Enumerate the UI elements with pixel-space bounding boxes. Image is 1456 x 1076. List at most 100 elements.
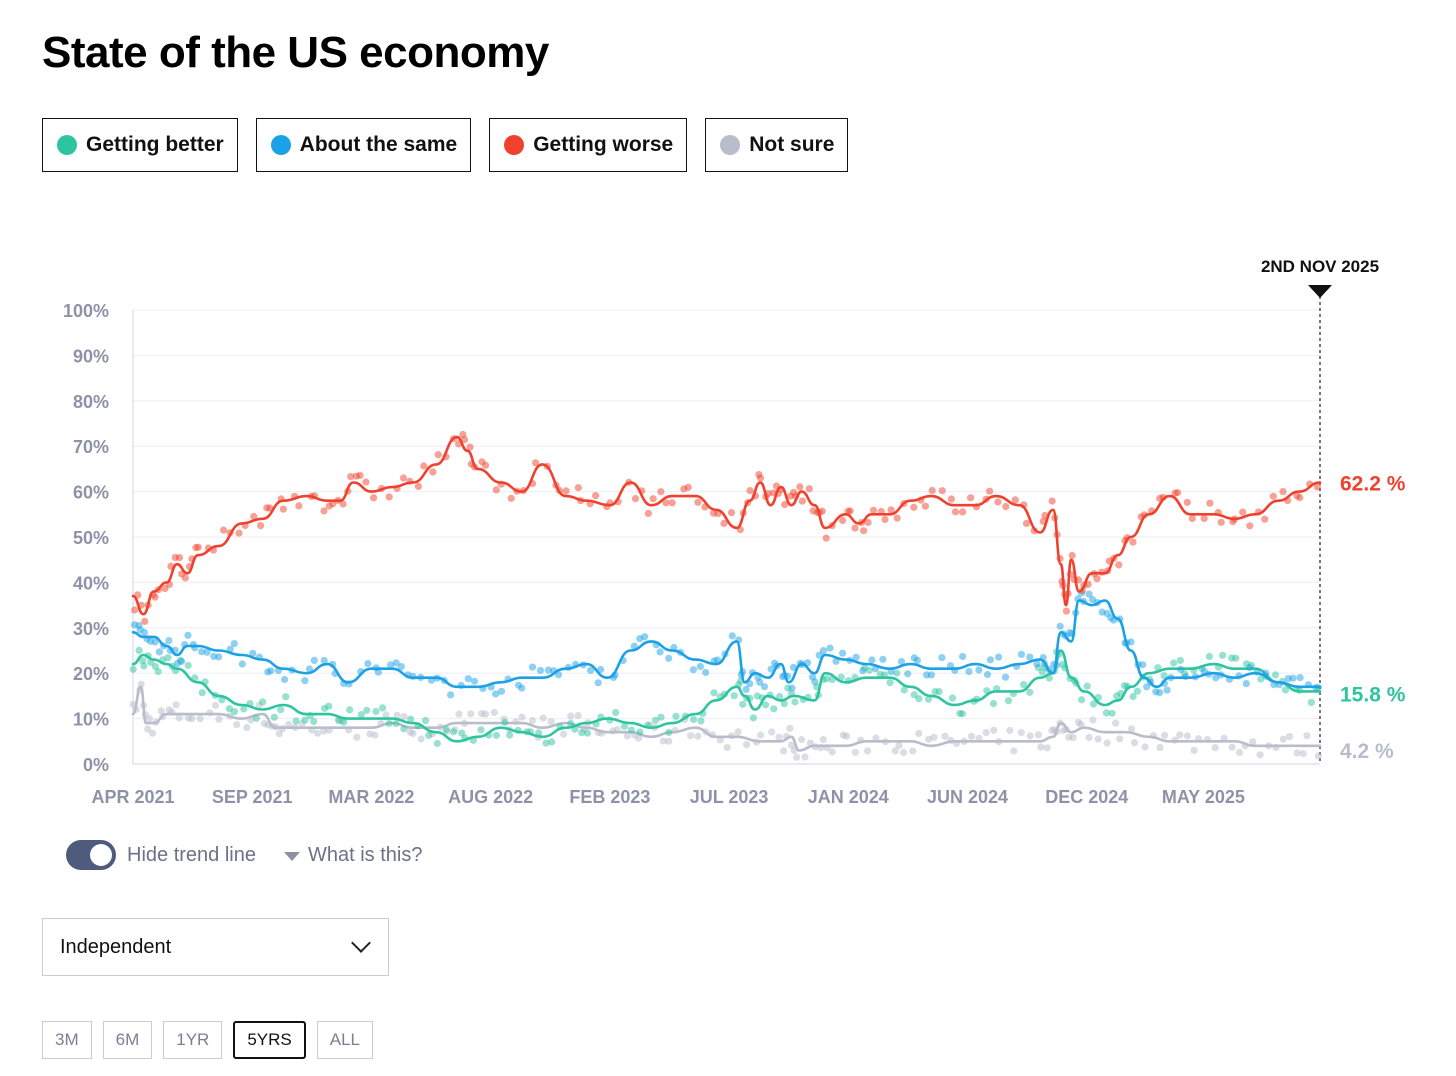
data-point bbox=[739, 700, 747, 708]
page-title: State of the US economy bbox=[42, 28, 549, 77]
legend-not-sure[interactable]: Not sure bbox=[705, 118, 849, 172]
line-chart[interactable]: 100% 90% 80% 70% 60% 50% 40% 30% 20% 10% 0% APR 202… bbox=[0, 240, 1456, 820]
data-point bbox=[215, 653, 223, 661]
data-point bbox=[1156, 689, 1164, 697]
data-point bbox=[1037, 743, 1045, 751]
data-point bbox=[995, 653, 1003, 661]
data-point bbox=[574, 484, 582, 492]
data-point bbox=[1246, 522, 1254, 530]
data-point bbox=[1176, 656, 1184, 665]
data-point bbox=[1217, 518, 1225, 526]
data-point bbox=[938, 487, 946, 495]
range-button-1yr[interactable]: 1YR bbox=[163, 1021, 223, 1059]
data-point bbox=[1089, 700, 1098, 708]
legend-label: Getting better bbox=[86, 133, 224, 156]
data-point bbox=[1026, 732, 1034, 740]
x-tick-label: MAR 2022 bbox=[328, 787, 414, 807]
data-point bbox=[542, 739, 550, 747]
data-point bbox=[220, 526, 228, 534]
data-point bbox=[1183, 498, 1191, 506]
data-point bbox=[353, 733, 361, 741]
data-point bbox=[1062, 607, 1070, 615]
data-point bbox=[798, 735, 806, 744]
what-is-this-link[interactable]: What is this? bbox=[283, 844, 422, 867]
data-point bbox=[420, 462, 428, 470]
data-point bbox=[1285, 733, 1294, 741]
data-point bbox=[414, 482, 422, 490]
range-button-6m[interactable]: 6M bbox=[102, 1021, 153, 1059]
data-point bbox=[767, 665, 775, 673]
data-point bbox=[868, 656, 876, 664]
data-point bbox=[141, 617, 149, 626]
range-button-all[interactable]: ALL bbox=[316, 1021, 373, 1059]
trend-line-toggle[interactable] bbox=[66, 840, 116, 870]
range-button-3m[interactable]: 3M bbox=[42, 1021, 92, 1059]
data-point bbox=[320, 656, 328, 665]
data-point bbox=[959, 508, 967, 516]
data-point bbox=[860, 527, 868, 535]
data-point bbox=[826, 644, 834, 652]
range-button-5yrs[interactable]: 5YRS bbox=[233, 1021, 306, 1059]
data-point bbox=[665, 737, 673, 745]
data-point bbox=[881, 515, 889, 524]
data-point bbox=[887, 506, 895, 514]
data-point bbox=[490, 708, 498, 717]
data-point bbox=[1006, 726, 1014, 735]
data-point bbox=[339, 500, 347, 508]
end-value-label: 4.2 % bbox=[1340, 740, 1394, 763]
data-point bbox=[781, 501, 789, 509]
data-point bbox=[723, 743, 731, 752]
data-point bbox=[627, 726, 635, 734]
data-point bbox=[696, 662, 705, 671]
data-point bbox=[340, 718, 348, 726]
data-point bbox=[562, 487, 570, 495]
data-point bbox=[852, 653, 860, 661]
data-point bbox=[1108, 709, 1116, 717]
data-point bbox=[879, 655, 887, 663]
data-point bbox=[325, 702, 333, 710]
data-point bbox=[822, 534, 830, 542]
data-point bbox=[951, 508, 960, 516]
data-point bbox=[893, 669, 901, 677]
legend-about-the-same[interactable]: About the same bbox=[255, 118, 472, 172]
party-dropdown[interactable]: Independent bbox=[42, 918, 389, 976]
data-point bbox=[859, 667, 867, 675]
data-point bbox=[930, 733, 938, 741]
data-point bbox=[924, 695, 933, 703]
data-point bbox=[140, 628, 148, 637]
data-point bbox=[548, 738, 556, 746]
data-point bbox=[768, 728, 776, 736]
data-point bbox=[900, 686, 908, 694]
data-point bbox=[492, 690, 500, 698]
data-point bbox=[1112, 719, 1120, 727]
data-point bbox=[1034, 731, 1043, 739]
data-point bbox=[662, 499, 670, 507]
data-point bbox=[528, 663, 537, 671]
series-line-about-the-same bbox=[131, 599, 1322, 689]
data-point bbox=[1026, 688, 1034, 696]
data-point bbox=[935, 688, 943, 696]
data-point bbox=[1130, 739, 1139, 747]
data-point bbox=[1211, 744, 1219, 752]
data-point bbox=[672, 712, 680, 720]
legend-getting-worse[interactable]: Getting worse bbox=[489, 118, 688, 172]
data-point bbox=[151, 593, 159, 601]
data-point bbox=[560, 730, 568, 738]
data-point bbox=[787, 741, 796, 749]
data-point bbox=[279, 505, 287, 513]
current-date-label: 2ND NOV 2025 bbox=[1261, 257, 1379, 276]
data-point bbox=[277, 706, 285, 714]
data-point bbox=[702, 668, 710, 677]
data-point bbox=[757, 731, 765, 739]
data-point bbox=[267, 667, 275, 675]
y-tick-label: 50% bbox=[73, 528, 109, 548]
data-point bbox=[839, 649, 847, 657]
toggle-knob bbox=[90, 844, 112, 866]
data-point bbox=[780, 700, 788, 708]
data-point bbox=[665, 728, 673, 737]
data-point bbox=[1133, 687, 1141, 695]
data-point bbox=[313, 729, 322, 737]
x-tick-label: JAN 2024 bbox=[808, 787, 889, 807]
data-point bbox=[983, 670, 992, 679]
legend-getting-better[interactable]: Getting better bbox=[42, 118, 238, 172]
